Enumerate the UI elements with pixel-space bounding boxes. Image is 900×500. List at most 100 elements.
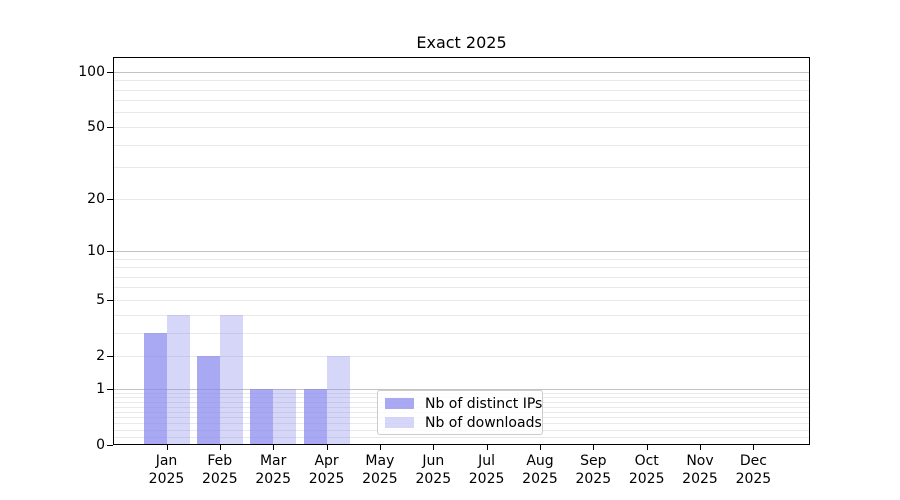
x-tick-mark bbox=[593, 444, 595, 450]
x-tick-mark bbox=[753, 444, 755, 450]
y-minor-gridline bbox=[114, 314, 809, 316]
y-minor-gridline bbox=[114, 287, 809, 289]
x-tick-mark bbox=[646, 444, 648, 450]
x-tick-month: Sep bbox=[580, 453, 607, 469]
legend-swatch-distinct-ips bbox=[385, 398, 414, 409]
bar-nb-of-distinct-ips-jan-2025 bbox=[143, 332, 167, 444]
bar-nb-of-distinct-ips-apr-2025 bbox=[303, 388, 327, 444]
x-tick-mark bbox=[219, 444, 221, 450]
x-tick-month: Aug bbox=[526, 453, 554, 469]
bar-nb-of-downloads-feb-2025 bbox=[219, 314, 243, 444]
x-tick-year: 2025 bbox=[148, 471, 185, 487]
x-tick-month: Apr bbox=[314, 453, 339, 469]
x-tick-label-apr: Apr 2025 bbox=[295, 452, 359, 488]
y-tick-label: 1 bbox=[96, 380, 105, 397]
x-tick-month: Oct bbox=[634, 453, 659, 469]
x-tick-month: Feb bbox=[207, 453, 233, 469]
x-tick-year: 2025 bbox=[201, 471, 238, 487]
y-minor-gridline bbox=[114, 436, 809, 438]
chart-title: Exact 2025 bbox=[416, 33, 507, 52]
legend-item-downloads: Nb of downloads bbox=[385, 413, 542, 432]
bar-nb-of-downloads-mar-2025 bbox=[273, 388, 297, 444]
x-tick-year: 2025 bbox=[575, 471, 612, 487]
y-minor-gridline bbox=[114, 276, 809, 278]
bar-nb-of-downloads-apr-2025 bbox=[326, 355, 350, 444]
y-tick-label: 0 bbox=[96, 436, 105, 453]
y-axis-line bbox=[113, 57, 114, 445]
legend: Nb of distinct IPs Nb of downloads bbox=[377, 390, 543, 435]
x-tick-year: 2025 bbox=[362, 471, 398, 487]
x-tick-mark bbox=[700, 444, 701, 450]
legend-label-distinct-ips: Nb of distinct IPs bbox=[425, 395, 543, 412]
x-tick-month: Jul bbox=[478, 453, 496, 469]
x-tick-mark bbox=[486, 444, 488, 450]
y-tick-mark bbox=[107, 444, 113, 446]
x-tick-month: Jun bbox=[422, 453, 445, 469]
x-tick-year: 2025 bbox=[735, 471, 772, 487]
x-tick-month: Jan bbox=[155, 453, 178, 469]
x-tick-year: 2025 bbox=[522, 471, 558, 487]
x-tick-label-jan: Jan 2025 bbox=[135, 452, 199, 488]
x-tick-label-jul: Jul 2025 bbox=[455, 452, 519, 488]
y-tick-mark bbox=[107, 198, 113, 200]
x-tick-mark bbox=[540, 444, 541, 450]
x-tick-label-sep: Sep 2025 bbox=[561, 452, 625, 488]
x-tick-mark bbox=[433, 444, 435, 450]
x-tick-label-aug: Aug 2025 bbox=[508, 452, 572, 488]
y-minor-gridline bbox=[114, 198, 809, 200]
y-tick-label: 5 bbox=[96, 291, 105, 308]
plot-area bbox=[113, 57, 810, 445]
bar-nb-of-downloads-jan-2025 bbox=[166, 314, 190, 444]
y-tick-label: 20 bbox=[87, 190, 105, 207]
x-tick-label-oct: Oct 2025 bbox=[615, 452, 679, 488]
x-tick-label-dec: Dec 2025 bbox=[721, 452, 785, 488]
y-tick-mark bbox=[107, 126, 113, 128]
x-tick-month: Mar bbox=[259, 453, 287, 469]
y-minor-gridline bbox=[114, 89, 809, 91]
x-tick-label-jun: Jun 2025 bbox=[401, 452, 465, 488]
y-minor-gridline bbox=[114, 112, 809, 114]
y-minor-gridline bbox=[114, 355, 809, 357]
y-tick-mark bbox=[107, 355, 113, 357]
x-tick-mark bbox=[379, 444, 381, 450]
bar-nb-of-distinct-ips-feb-2025 bbox=[196, 355, 220, 444]
y-tick-mark bbox=[107, 388, 113, 390]
y-minor-gridline bbox=[114, 126, 809, 128]
x-tick-month: Dec bbox=[739, 453, 767, 469]
x-tick-mark bbox=[166, 444, 168, 450]
x-tick-label-mar: Mar 2025 bbox=[241, 452, 305, 488]
x-tick-mark bbox=[273, 444, 275, 450]
x-tick-month: Nov bbox=[686, 453, 714, 469]
x-tick-year: 2025 bbox=[308, 471, 345, 487]
legend-label-downloads: Nb of downloads bbox=[425, 414, 542, 431]
y-tick-mark bbox=[107, 71, 113, 73]
y-minor-gridline bbox=[114, 80, 809, 82]
y-tick-label: 2 bbox=[96, 347, 105, 364]
y-tick-label: 100 bbox=[78, 63, 105, 80]
x-tick-year: 2025 bbox=[255, 471, 291, 487]
y-tick-label: 50 bbox=[87, 118, 105, 135]
y-major-gridline bbox=[114, 71, 809, 73]
x-tick-year: 2025 bbox=[415, 471, 452, 487]
y-tick-label: 10 bbox=[87, 242, 105, 259]
x-tick-month: May bbox=[365, 453, 395, 469]
y-minor-gridline bbox=[114, 258, 809, 260]
legend-swatch-downloads bbox=[385, 417, 414, 428]
y-minor-gridline bbox=[114, 167, 809, 169]
bar-nb-of-distinct-ips-mar-2025 bbox=[250, 388, 274, 444]
y-minor-gridline bbox=[114, 332, 809, 334]
x-axis-line bbox=[113, 444, 810, 445]
x-tick-label-nov: Nov 2025 bbox=[668, 452, 732, 488]
x-tick-label-feb: Feb 2025 bbox=[188, 452, 252, 488]
y-minor-gridline bbox=[114, 267, 809, 268]
legend-item-distinct-ips: Nb of distinct IPs bbox=[385, 394, 542, 413]
y-minor-gridline bbox=[114, 299, 809, 301]
y-tick-mark bbox=[107, 299, 113, 301]
x-tick-label-may: May 2025 bbox=[348, 452, 412, 488]
x-tick-year: 2025 bbox=[628, 471, 665, 487]
plot-border-top bbox=[113, 57, 810, 58]
y-minor-gridline bbox=[114, 100, 809, 102]
y-major-gridline bbox=[114, 250, 809, 252]
y-minor-gridline bbox=[114, 144, 809, 146]
